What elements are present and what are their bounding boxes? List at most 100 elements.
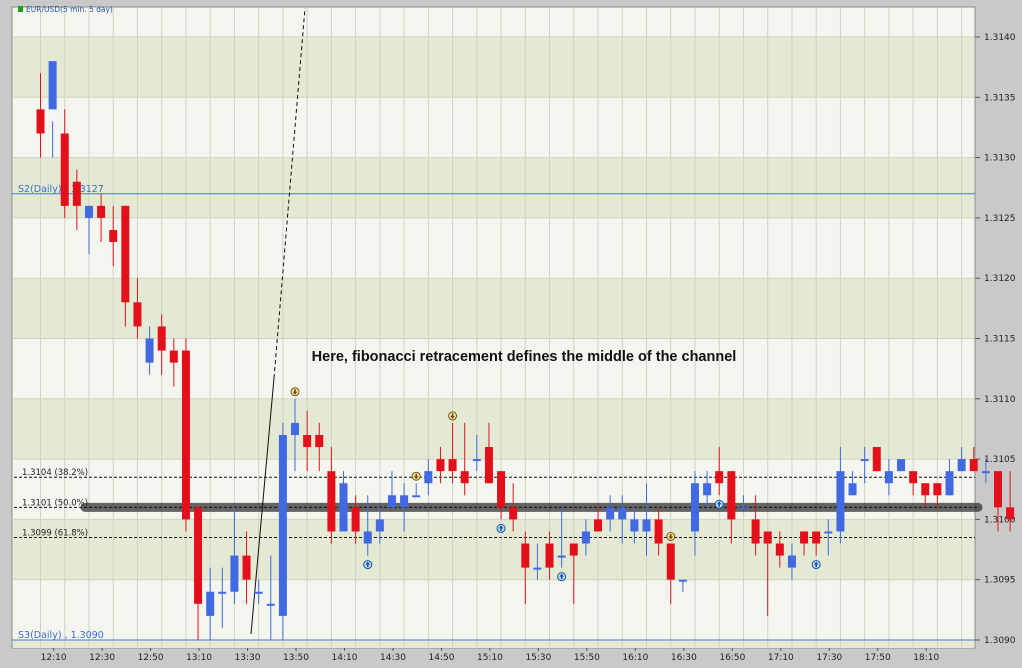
candle-body [545,543,554,568]
candle-body [787,555,796,568]
candle-body [206,591,215,616]
grid-band [13,640,974,648]
x-tick-label: 14:50 [428,653,454,663]
y-tick-label: 1.3105 [984,455,1016,465]
y-tick-label: 1.3095 [984,576,1016,586]
candle-body [933,483,942,496]
x-tick-label: 13:30 [235,653,261,663]
y-tick-label: 1.3125 [984,214,1016,224]
x-tick-label: 16:30 [671,653,697,663]
down-arrow-icon [668,534,674,540]
candle-body [957,459,966,472]
candle-body [618,507,627,520]
candle-body [484,447,493,484]
x-tick-label: 12:30 [89,653,115,663]
x-tick-label: 16:10 [622,653,648,663]
candle-body [181,350,190,520]
candle-body [993,471,1002,508]
candle-body [981,471,990,474]
candle-body [472,459,481,462]
candle-body [872,447,881,472]
candle-body [800,531,809,544]
x-tick-label: 17:10 [768,653,794,663]
candle-body [812,531,821,544]
grid-band [13,519,974,580]
pivot-line-label: S3(Daily) , 1.3090 [18,630,104,641]
candle-body [400,495,409,508]
candle-body [642,519,651,532]
y-tick-label: 1.3135 [984,93,1016,103]
up-arrow-icon [365,561,371,568]
candle-body [945,471,954,496]
candle-body [715,471,724,484]
candle-body [194,507,203,604]
candle-body [533,567,542,570]
y-tick-label: 1.3130 [984,154,1016,164]
candle-body [60,133,69,206]
x-tick-label: 17:30 [816,653,842,663]
chart-annotation: Here, fibonacci retracement defines the … [312,349,737,365]
candle-body [824,531,833,534]
candle-body [84,205,93,218]
candle-body [848,483,857,496]
candle-body [775,543,784,556]
fib-level-label: 1.3104 (38.2%) [22,468,88,478]
candle-body [1006,507,1015,520]
down-arrow-icon [292,389,298,395]
fib-trend-line [250,377,275,635]
candle-body [666,543,675,580]
grid-band [13,398,974,460]
candle-body [48,61,57,110]
candle-body [897,459,906,472]
fib-level-label: 1.3099 (61.8%) [22,528,88,538]
candle-body [36,109,45,134]
x-tick-label: 12:10 [41,653,67,663]
x-tick-label: 17:50 [865,653,891,663]
x-tick-label: 15:50 [574,653,600,663]
candle-body [460,471,469,484]
x-tick-label: 12:50 [138,653,164,663]
candle-body [157,326,166,351]
candle-body [594,519,603,532]
fib-trend-extension [273,7,306,379]
y-tick-label: 1.3090 [984,636,1016,646]
candle-body [303,434,312,448]
candle-body [678,579,687,582]
grid-band [13,157,974,218]
candle-body [291,422,300,435]
candle-body [557,555,566,558]
x-tick-label: 14:10 [332,653,358,663]
candle-body [97,205,106,218]
candle-body [121,205,130,303]
candle-body [339,483,348,532]
candle-body [751,519,760,544]
candle-body [169,350,178,363]
fib-level-label: 1.3101 (50.0%) [22,498,88,508]
y-tick-label: 1.3100 [984,515,1016,525]
candle-body [218,591,227,594]
candle-body [921,483,930,496]
y-tick-label: 1.3120 [984,274,1016,284]
candle-body [509,507,518,520]
candle-body [424,471,433,484]
candle-body [145,338,154,363]
candle-body [690,483,699,532]
x-tick-label: 14:30 [380,653,406,663]
candle-body [497,471,506,508]
candle-body [266,603,275,606]
candle-body [412,495,421,498]
candle-body [654,519,663,544]
x-tick-label: 15:10 [477,653,503,663]
up-arrow-icon [813,561,819,568]
candle-body [375,519,384,532]
x-tick-label: 18:10 [913,653,939,663]
candle-body [242,555,251,580]
up-arrow-icon [559,573,564,580]
candle-body [327,471,336,532]
chart-title: EUR/USD(5 min. 5 day) [26,5,113,14]
grid-band [13,37,974,98]
candle-body [739,507,748,510]
candle-body [703,483,712,496]
